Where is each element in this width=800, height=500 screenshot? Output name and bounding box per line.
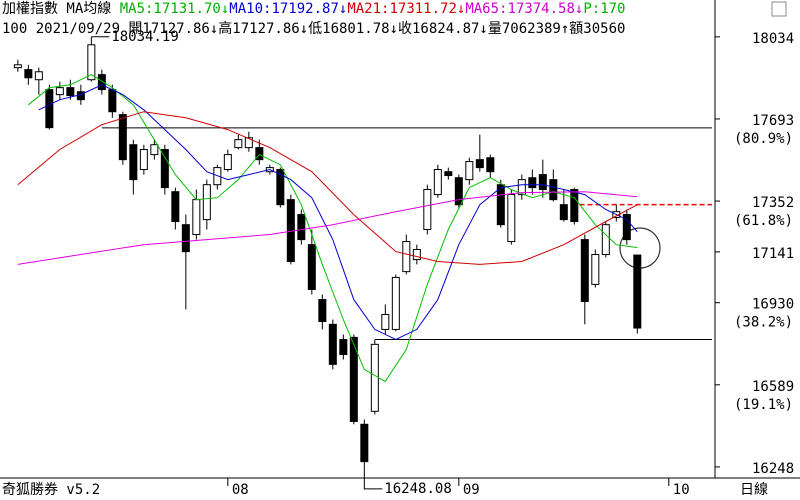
info-segment: P:170 bbox=[583, 1, 625, 17]
candle-body bbox=[150, 144, 159, 156]
candle-body bbox=[391, 276, 400, 330]
ma-line bbox=[17, 191, 638, 265]
candle-body bbox=[370, 343, 379, 412]
y-tick-label: 16248 bbox=[752, 461, 794, 477]
candle-body bbox=[118, 114, 127, 161]
candle-body bbox=[297, 214, 306, 241]
candle-body bbox=[87, 44, 96, 81]
candle-body bbox=[454, 177, 463, 206]
candle-body bbox=[349, 336, 358, 422]
candle-body bbox=[433, 169, 442, 196]
candle-body bbox=[517, 179, 526, 196]
candle-body bbox=[475, 159, 484, 169]
info-segment: MA65:17374.58↓ bbox=[465, 1, 583, 17]
candle-body bbox=[55, 87, 64, 96]
candle-body bbox=[160, 149, 169, 189]
candle-body bbox=[622, 214, 631, 241]
ma-line bbox=[17, 111, 638, 265]
y-tick-label: 18034 bbox=[752, 31, 794, 47]
candle-body bbox=[202, 184, 211, 221]
candle-body bbox=[559, 204, 568, 221]
candle-body bbox=[549, 179, 558, 201]
candle-body bbox=[339, 339, 348, 355]
y-tick-label: 17352 bbox=[752, 195, 794, 211]
y-tick-label: 17693 bbox=[752, 113, 794, 129]
candle-body bbox=[601, 224, 610, 256]
candle-body bbox=[181, 224, 190, 253]
y-tick-label: 16930 bbox=[752, 297, 794, 313]
info-segment: MA21:17311.72↓ bbox=[347, 1, 465, 17]
candle-body bbox=[444, 171, 453, 177]
candle-body bbox=[423, 189, 432, 230]
candle-body bbox=[507, 194, 516, 243]
candle-body bbox=[34, 71, 43, 81]
info-line: 加權指數 MA均線 MA5:17131.70↓MA10:17192.87↓MA2… bbox=[2, 1, 626, 17]
candle-body bbox=[381, 313, 390, 330]
window-icon[interactable] bbox=[771, 1, 787, 17]
y-tick-label: 17141 bbox=[752, 246, 794, 262]
candle-body bbox=[276, 169, 285, 206]
x-tick-label: 08 bbox=[232, 482, 249, 498]
pointer-line bbox=[363, 466, 383, 490]
candle-body bbox=[192, 199, 201, 236]
version-label: 奇狐勝券 v5.2 bbox=[2, 481, 100, 498]
fib-label: (80.9%) bbox=[734, 131, 793, 147]
candle-body bbox=[496, 184, 505, 226]
candle-body bbox=[402, 241, 411, 273]
candle-body bbox=[360, 423, 369, 463]
candle-body bbox=[591, 254, 600, 285]
y-tick-label: 16589 bbox=[752, 379, 794, 395]
candle-body bbox=[129, 144, 138, 181]
candle-body bbox=[570, 189, 579, 223]
period-label: 日線 bbox=[740, 482, 768, 498]
candle-body bbox=[328, 323, 337, 365]
candle-body bbox=[633, 254, 642, 329]
candle-body bbox=[24, 69, 33, 79]
ma-line bbox=[38, 84, 638, 341]
candle-body bbox=[139, 149, 148, 171]
candle-body bbox=[223, 154, 232, 171]
candle-body bbox=[13, 64, 22, 69]
candle-body bbox=[255, 147, 264, 161]
candle-body bbox=[412, 248, 421, 261]
candle-body bbox=[486, 157, 495, 173]
fib-label: (38.2%) bbox=[734, 315, 793, 331]
low-label: 16248.08 bbox=[384, 481, 451, 497]
candle-body bbox=[528, 177, 537, 189]
info-segment: 加權指數 MA均線 bbox=[2, 1, 120, 17]
candle-body bbox=[234, 139, 243, 149]
info-line: 100 2021/09/29 開17127.86↓高17127.86↓低1680… bbox=[2, 20, 625, 37]
candle-body bbox=[580, 239, 589, 302]
candle-body bbox=[318, 299, 327, 322]
fib-label: (61.8%) bbox=[734, 213, 793, 229]
candle-body bbox=[307, 244, 316, 290]
x-tick-label: 10 bbox=[673, 482, 690, 498]
candle-body bbox=[108, 89, 117, 113]
info-segment: MA5:17131.70↓ bbox=[120, 1, 230, 17]
fib-label: (19.1%) bbox=[734, 397, 793, 413]
candle-body bbox=[244, 137, 253, 149]
candle-body bbox=[171, 191, 180, 223]
x-tick-label: 09 bbox=[463, 482, 480, 498]
high-label: 18034.19 bbox=[111, 29, 178, 45]
candle-body bbox=[465, 161, 474, 181]
info-segment: MA10:17192.87↓ bbox=[229, 1, 347, 17]
candle-body bbox=[97, 74, 106, 91]
candle-body bbox=[66, 87, 75, 97]
candle-body bbox=[538, 174, 547, 191]
ma-line bbox=[27, 74, 638, 383]
candle-body bbox=[45, 89, 54, 129]
